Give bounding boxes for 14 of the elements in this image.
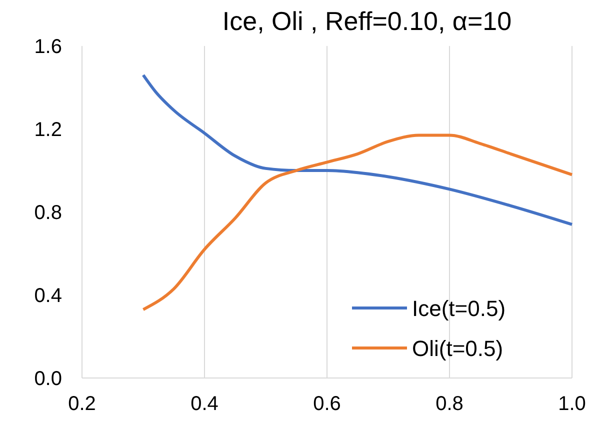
x-tick-label: 0.2 bbox=[68, 393, 96, 415]
y-tick-label: 0.8 bbox=[34, 202, 62, 224]
y-tick-label: 0.4 bbox=[34, 285, 62, 307]
x-tick-label: 0.8 bbox=[436, 393, 464, 415]
x-tick-label: 1.0 bbox=[558, 393, 586, 415]
legend-label: Oli(t=0.5) bbox=[412, 336, 504, 361]
x-tick-label: 0.6 bbox=[313, 393, 341, 415]
y-tick-label: 1.6 bbox=[34, 36, 62, 58]
x-tick-label: 0.4 bbox=[190, 393, 218, 415]
legend-label: Ice(t=0.5) bbox=[412, 296, 506, 321]
chart-title: Ice, Oli , Reff=0.10, α=10 bbox=[222, 6, 512, 36]
y-tick-label: 0.0 bbox=[34, 368, 62, 390]
line-series bbox=[142, 74, 574, 226]
y-tick-label: 1.2 bbox=[34, 119, 62, 141]
